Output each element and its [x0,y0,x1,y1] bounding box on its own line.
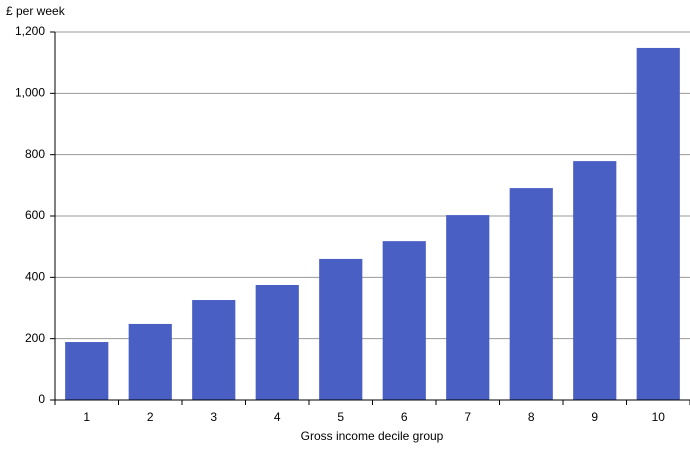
bar [192,300,236,400]
x-tick-label: 10 [652,410,666,424]
bar [636,47,680,401]
y-tick-label: 600 [25,208,45,222]
bar [446,215,490,400]
x-tick-label: 3 [210,410,217,424]
x-tick-label: 7 [464,410,471,424]
y-tick-label: 1,200 [15,24,45,38]
bar [319,258,363,400]
y-axis-label: £ per week [6,4,66,18]
bar [65,342,109,400]
x-tick-label: 6 [401,410,408,424]
x-tick-label: 8 [528,410,535,424]
x-axis-label: Gross income decile group [301,429,444,443]
y-tick-label: 0 [38,392,45,406]
bar [255,285,299,400]
y-tick-label: 400 [25,270,45,284]
x-tick-label: 9 [591,410,598,424]
y-tick-label: 800 [25,147,45,161]
x-tick-label: 2 [147,410,154,424]
bar [509,188,553,400]
bar [128,323,172,400]
bar [573,161,617,400]
x-tick-label: 5 [337,410,344,424]
y-tick-label: 1,000 [15,86,45,100]
x-tick-label: 1 [83,410,90,424]
y-tick-label: 200 [25,331,45,345]
x-tick-label: 4 [274,410,281,424]
bar [382,241,426,400]
